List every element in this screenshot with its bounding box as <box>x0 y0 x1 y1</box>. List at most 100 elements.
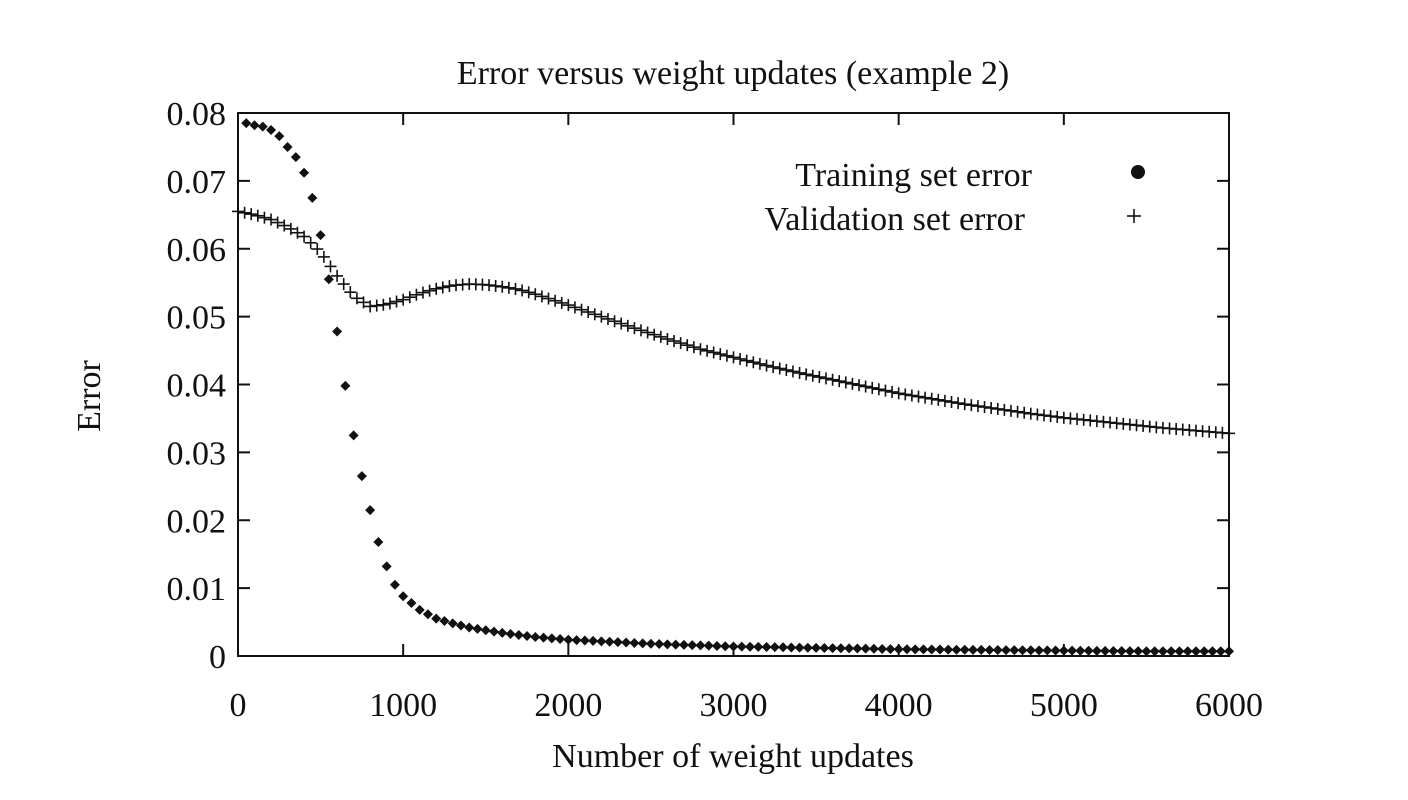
data-point-validation <box>232 205 244 218</box>
data-point-training <box>241 118 252 129</box>
data-point-training <box>678 639 689 650</box>
data-point-training <box>480 625 491 636</box>
data-point-validation <box>284 222 297 235</box>
data-point-validation <box>1223 427 1235 440</box>
data-point-validation <box>483 279 496 292</box>
data-point-training <box>1124 646 1135 657</box>
data-point-validation <box>258 211 271 224</box>
data-point-validation <box>251 209 264 222</box>
data-point-training <box>315 230 326 241</box>
data-point-training <box>786 642 797 653</box>
data-point-training <box>860 643 871 654</box>
data-point-training <box>497 627 508 638</box>
data-point-training <box>761 642 772 653</box>
y-tick-label: 0.08 <box>167 96 227 133</box>
data-point-validation <box>780 363 793 376</box>
data-point-validation <box>971 400 984 413</box>
data-point-validation <box>681 339 694 352</box>
data-point-training <box>654 639 665 650</box>
data-point-validation <box>806 369 819 382</box>
data-point-training <box>348 430 359 441</box>
data-point-training <box>819 642 830 653</box>
data-point-training <box>307 192 318 203</box>
data-point-validation <box>324 260 337 273</box>
data-point-training <box>621 637 632 648</box>
data-point-training <box>645 638 656 649</box>
data-point-training <box>389 579 400 590</box>
data-point-training <box>992 645 1003 656</box>
data-point-validation <box>1038 409 1051 422</box>
data-point-validation <box>522 286 535 299</box>
data-point-training <box>695 640 706 651</box>
data-point-validation <box>734 352 747 365</box>
x-tick-label: 3000 <box>700 687 768 724</box>
series-layer <box>232 118 1235 657</box>
data-point-validation <box>489 279 502 292</box>
data-point-training <box>422 609 433 620</box>
data-point-validation <box>298 230 311 243</box>
data-point-training <box>967 644 978 655</box>
x-tick-label: 0 <box>230 687 247 724</box>
data-point-validation <box>1051 410 1064 423</box>
data-point-training <box>670 639 681 650</box>
data-point-training <box>299 167 310 178</box>
data-point-validation <box>278 219 291 232</box>
data-point-training <box>522 630 533 641</box>
data-point-validation <box>773 362 786 375</box>
data-point-training <box>1141 646 1152 657</box>
data-point-training <box>282 141 293 152</box>
data-point-validation <box>575 303 588 316</box>
data-point-training <box>1034 645 1045 656</box>
data-point-validation <box>793 366 806 379</box>
data-point-training <box>1050 645 1061 656</box>
data-point-training <box>926 644 937 655</box>
data-point-validation <box>694 343 707 356</box>
data-point-training <box>1001 645 1012 656</box>
data-point-training <box>868 643 879 654</box>
data-point-validation <box>344 286 357 299</box>
y-tick-label: 0.05 <box>167 300 227 337</box>
data-point-training <box>877 643 888 654</box>
data-point-training <box>835 643 846 654</box>
data-point-validation <box>668 335 681 348</box>
data-point-validation <box>390 295 403 308</box>
data-point-validation <box>998 403 1011 416</box>
x-tick-labels: 0 1000 2000 3000 4000 5000 6000 <box>230 687 1264 724</box>
data-point-training <box>893 644 904 655</box>
y-tick-label: 0.03 <box>167 435 227 472</box>
data-point-validation <box>674 337 687 350</box>
data-point-validation <box>965 399 978 412</box>
data-point-validation <box>767 360 780 373</box>
data-point-validation <box>727 351 740 364</box>
data-point-validation <box>879 384 892 397</box>
data-point-training <box>365 505 376 516</box>
data-point-training <box>505 628 516 639</box>
data-point-training <box>1067 645 1078 656</box>
data-point-validation <box>985 401 998 414</box>
series-validation <box>232 205 1235 440</box>
data-point-validation <box>370 299 383 312</box>
y-tick-label: 0.07 <box>167 164 227 201</box>
data-point-validation <box>819 372 832 385</box>
tick-marks <box>237 112 1230 657</box>
data-point-validation <box>872 383 885 396</box>
data-point-training <box>885 644 896 655</box>
data-point-validation <box>905 389 918 402</box>
data-point-validation <box>991 402 1004 415</box>
data-point-training <box>844 643 855 654</box>
data-point-training <box>736 641 747 652</box>
data-point-training <box>571 635 582 646</box>
data-point-validation <box>430 282 443 295</box>
data-point-validation <box>1024 407 1037 420</box>
data-point-training <box>1182 646 1193 657</box>
data-point-training <box>753 641 764 652</box>
data-point-validation <box>1031 408 1044 421</box>
data-point-validation <box>331 269 344 282</box>
data-point-training <box>447 618 458 629</box>
data-point-training <box>340 380 351 391</box>
data-point-training <box>1058 645 1069 656</box>
x-tick-label: 6000 <box>1195 687 1263 724</box>
data-point-validation <box>720 349 733 362</box>
data-point-validation <box>853 379 866 392</box>
data-point-validation <box>304 236 317 249</box>
